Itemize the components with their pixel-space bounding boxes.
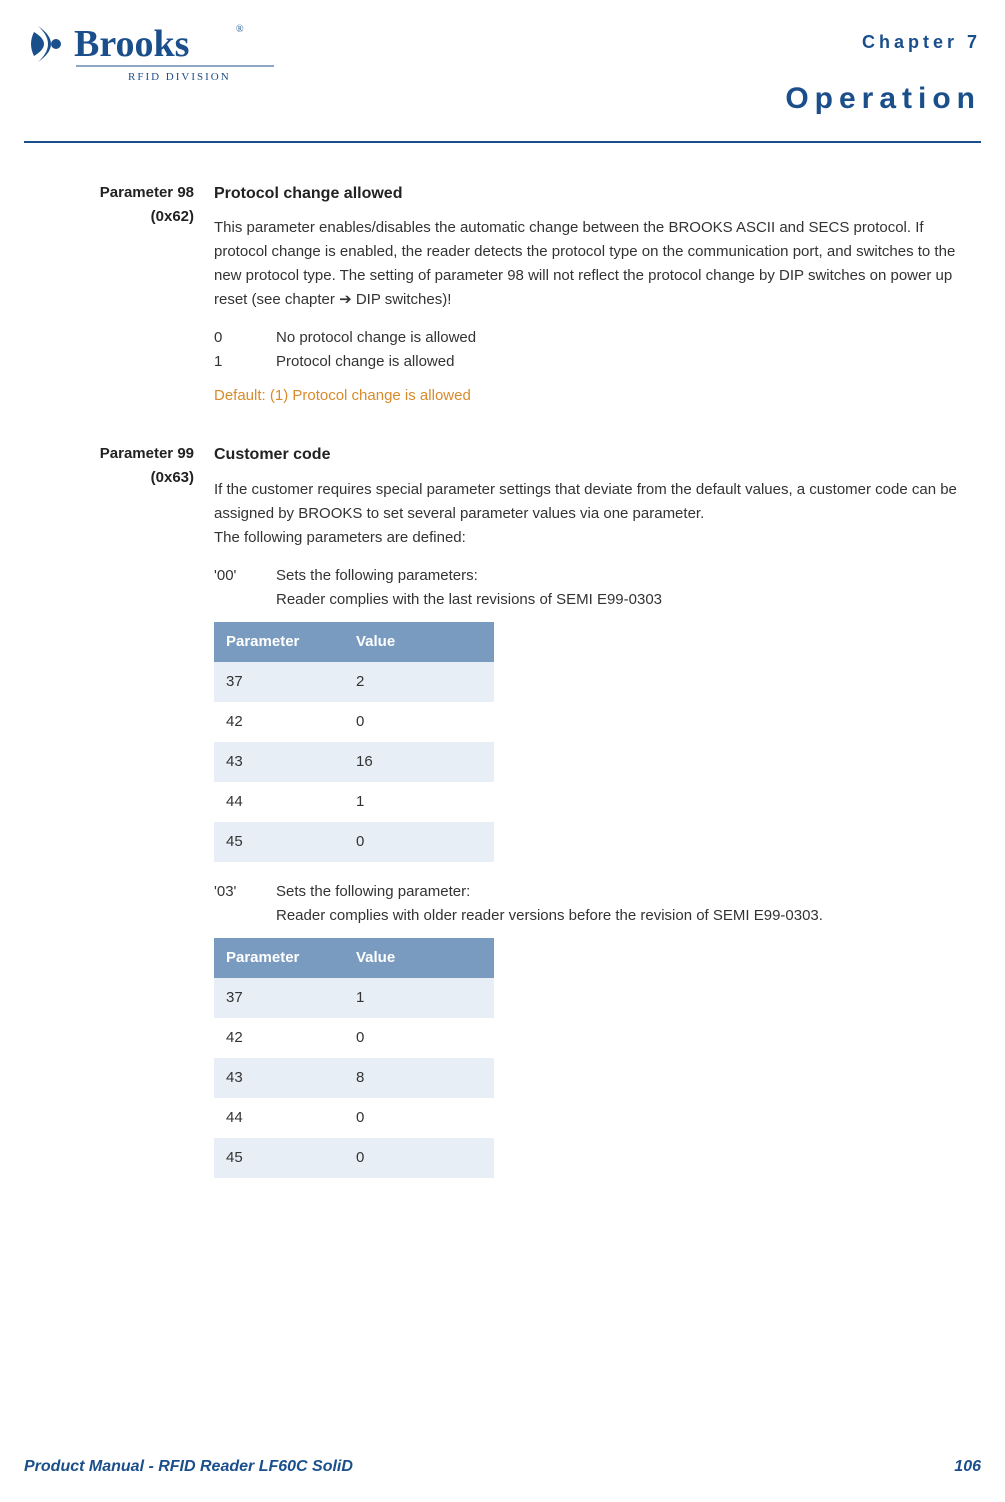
param98-default: Default: (1) Protocol change is allowed xyxy=(214,384,969,408)
header-right: Chapter 7 Operation xyxy=(785,20,981,123)
param98-value-list: 0 No protocol change is allowed 1 Protoc… xyxy=(214,326,969,374)
table-header-row: Parameter Value xyxy=(214,938,494,978)
page-number: 106 xyxy=(954,1454,981,1480)
col-value: Value xyxy=(344,938,494,978)
code-03-block: '03' Sets the following parameter: Reade… xyxy=(214,880,969,928)
code-key: '00' xyxy=(214,564,276,612)
table-row: 438 xyxy=(214,1058,494,1098)
table-row: 4316 xyxy=(214,742,494,782)
parameter-98-side: Parameter 98 (0x62) xyxy=(24,181,214,413)
page-title: Operation xyxy=(785,75,981,123)
table-row: 450 xyxy=(214,822,494,862)
page-header: Brooks ® RFID DIVISION Chapter 7 Operati… xyxy=(24,20,981,135)
param-hex: (0x63) xyxy=(24,466,194,490)
header-rule xyxy=(24,141,981,143)
dip-switches-link[interactable]: DIP switches xyxy=(356,291,442,308)
svg-text:Brooks: Brooks xyxy=(74,23,189,65)
table-row: 441 xyxy=(214,782,494,822)
table-row: 372 xyxy=(214,662,494,702)
table-code-03: Parameter Value 371 420 438 440 450 xyxy=(214,938,494,1178)
col-parameter: Parameter xyxy=(214,938,344,978)
table-header-row: Parameter Value xyxy=(214,622,494,662)
code-00-block: '00' Sets the following parameters: Read… xyxy=(214,564,969,612)
footer-title: Product Manual - RFID Reader LF60C SoliD xyxy=(24,1454,353,1480)
arrow-icon: ➔ xyxy=(339,291,356,308)
value-row: 0 No protocol change is allowed xyxy=(214,326,969,350)
parameter-99-side: Parameter 99 (0x63) xyxy=(24,442,214,1196)
page-footer: Product Manual - RFID Reader LF60C SoliD… xyxy=(24,1454,981,1480)
param-name: Parameter 99 xyxy=(24,442,194,466)
param99-heading: Customer code xyxy=(214,442,969,468)
table-row: 371 xyxy=(214,978,494,1018)
col-value: Value xyxy=(344,622,494,662)
table-row: 440 xyxy=(214,1098,494,1138)
table-row: 450 xyxy=(214,1138,494,1178)
value-row: 1 Protocol change is allowed xyxy=(214,350,969,374)
param99-description: If the customer requires special paramet… xyxy=(214,478,969,550)
code-key: '03' xyxy=(214,880,276,928)
table-code-00: Parameter Value 372 420 4316 441 450 xyxy=(214,622,494,862)
table-row: 420 xyxy=(214,1018,494,1058)
svg-text:®: ® xyxy=(236,24,244,35)
param-name: Parameter 98 xyxy=(24,181,194,205)
table-row: 420 xyxy=(214,702,494,742)
param98-heading: Protocol change allowed xyxy=(214,181,969,207)
param-hex: (0x62) xyxy=(24,205,194,229)
parameter-99-section: Parameter 99 (0x63) Customer code If the… xyxy=(24,442,981,1196)
brand-logo: Brooks ® RFID DIVISION xyxy=(24,20,284,90)
chapter-label: Chapter 7 xyxy=(785,28,981,57)
param98-description: This parameter enables/disables the auto… xyxy=(214,216,969,312)
parameter-98-section: Parameter 98 (0x62) Protocol change allo… xyxy=(24,181,981,413)
svg-text:RFID DIVISION: RFID DIVISION xyxy=(128,71,231,83)
col-parameter: Parameter xyxy=(214,622,344,662)
